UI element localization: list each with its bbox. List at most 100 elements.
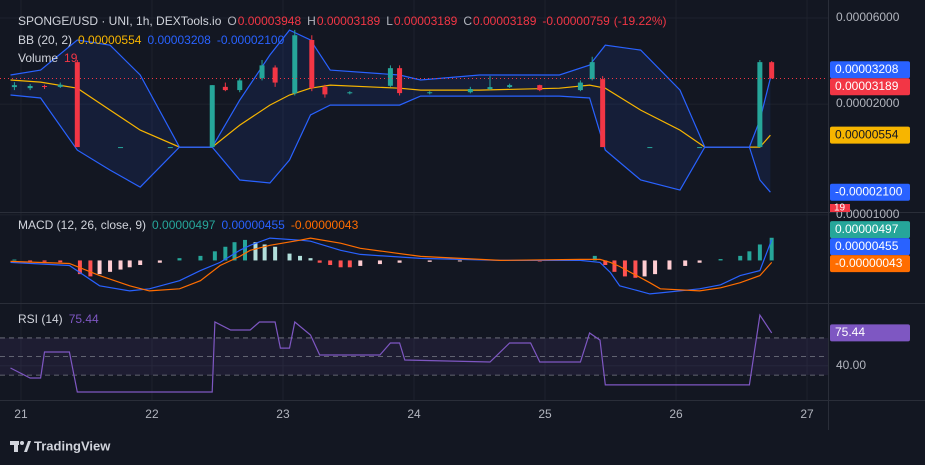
histogram-bar	[612, 260, 617, 272]
ohlc-value: 0.00003189	[317, 14, 381, 28]
histogram-bar	[308, 258, 313, 261]
price-label-box	[830, 183, 910, 201]
histogram-bar	[198, 255, 203, 261]
indicator-line	[10, 237, 773, 295]
histogram-bar	[667, 260, 672, 270]
chart-title: SPONGE/USD · UNI, 1h, DEXTools.io	[18, 14, 222, 28]
band-line	[10, 79, 771, 148]
pane	[0, 0, 828, 212]
candle-body	[11, 85, 17, 88]
price-label-box	[830, 61, 910, 79]
volume-label-box	[830, 204, 850, 212]
histogram-bar	[769, 237, 774, 261]
indicator-value: -0.00000043	[291, 218, 359, 232]
price-label-box	[830, 324, 910, 342]
candle-body	[647, 147, 653, 149]
histogram-bar	[138, 260, 143, 266]
change-pct: (-19.22%)	[614, 14, 667, 28]
rsi-line	[10, 313, 773, 393]
indicator-name: MACD (12, 26, close, 9)	[18, 218, 146, 232]
indicator-line	[10, 237, 773, 292]
candle-body	[167, 147, 173, 149]
indicator-name: RSI (14)	[18, 312, 63, 326]
candle-body	[42, 86, 48, 88]
candle-body	[347, 92, 353, 94]
candle-body	[322, 86, 328, 95]
indicator-value: 75.44	[69, 312, 99, 326]
candle-body	[209, 85, 215, 148]
candle-body	[259, 65, 265, 79]
price-label-box	[830, 221, 910, 239]
band-line	[10, 29, 771, 148]
candle-body	[507, 85, 513, 88]
candle-body	[769, 62, 775, 79]
histogram-bar	[28, 260, 33, 262]
y-tick-label: 0.00001000	[836, 207, 900, 221]
candle-body	[309, 39, 315, 88]
price-label: -0.00000043	[835, 256, 903, 270]
candle-body	[27, 86, 33, 89]
candle-body	[487, 87, 493, 90]
candle-body	[292, 35, 298, 94]
candle-body	[757, 62, 763, 148]
y-tick-label: 40.00	[836, 358, 866, 372]
histogram-bar	[223, 246, 228, 261]
histogram-bar	[622, 260, 627, 277]
histogram-bar	[242, 239, 247, 261]
candle-body	[57, 84, 63, 87]
histogram-bar	[718, 259, 723, 261]
candle-body	[387, 68, 393, 86]
price-label: 75.44	[835, 325, 865, 339]
y-tick-label: 0.00006000	[836, 10, 900, 24]
price-label: 0.00000497	[835, 222, 899, 236]
candle-body	[118, 147, 124, 149]
histogram-bar	[358, 260, 363, 266]
histogram-bar	[328, 260, 333, 266]
histogram-bar	[697, 260, 702, 263]
price-label-box	[830, 255, 910, 273]
histogram-bar	[642, 260, 647, 277]
indicator-value: 0.00000497	[152, 218, 216, 232]
histogram-bar	[317, 260, 322, 263]
price-label: -0.00002100	[835, 184, 903, 198]
candle-body	[537, 85, 543, 91]
indicator-value: 0.00000554	[78, 33, 142, 47]
price-label-box	[830, 238, 910, 256]
histogram-bar	[273, 246, 278, 261]
histogram-bar	[97, 260, 102, 275]
histogram-bar	[757, 244, 762, 261]
y-tick-label: 0.00002000	[836, 96, 900, 110]
x-tick-label: 23	[276, 407, 290, 421]
x-tick-label: 24	[407, 407, 421, 421]
histogram-bar	[287, 253, 292, 261]
indicator-value: 0.00000455	[221, 218, 285, 232]
candle-body	[577, 82, 583, 91]
pane	[0, 304, 828, 400]
x-tick-label: 22	[145, 407, 159, 421]
histogram-bar	[262, 244, 267, 261]
histogram-bar	[232, 242, 237, 261]
change: -0.00000759	[542, 14, 610, 28]
band-fill	[10, 30, 771, 193]
candle-body	[697, 147, 703, 149]
ohlc-value: 0.00003189	[473, 14, 537, 28]
candle-body	[272, 67, 278, 83]
ohlc-name: O	[227, 14, 236, 28]
price-label: 0.00000554	[835, 127, 899, 141]
ohlc-name: H	[307, 14, 316, 28]
candle-body	[222, 86, 228, 91]
indicator-name: BB (20, 2)	[18, 33, 72, 47]
ohlc-value: 0.00003189	[394, 14, 458, 28]
indicator-value: 0.00003208	[147, 33, 211, 47]
indicator-name: Volume	[18, 51, 58, 65]
histogram-bar	[457, 260, 462, 262]
candle-body	[467, 89, 473, 93]
price-label-box	[830, 78, 910, 96]
histogram-bar	[58, 260, 63, 263]
histogram-bar	[738, 255, 743, 261]
band-line	[10, 94, 771, 193]
candle-body	[397, 68, 403, 94]
x-tick-label: 27	[800, 407, 814, 421]
